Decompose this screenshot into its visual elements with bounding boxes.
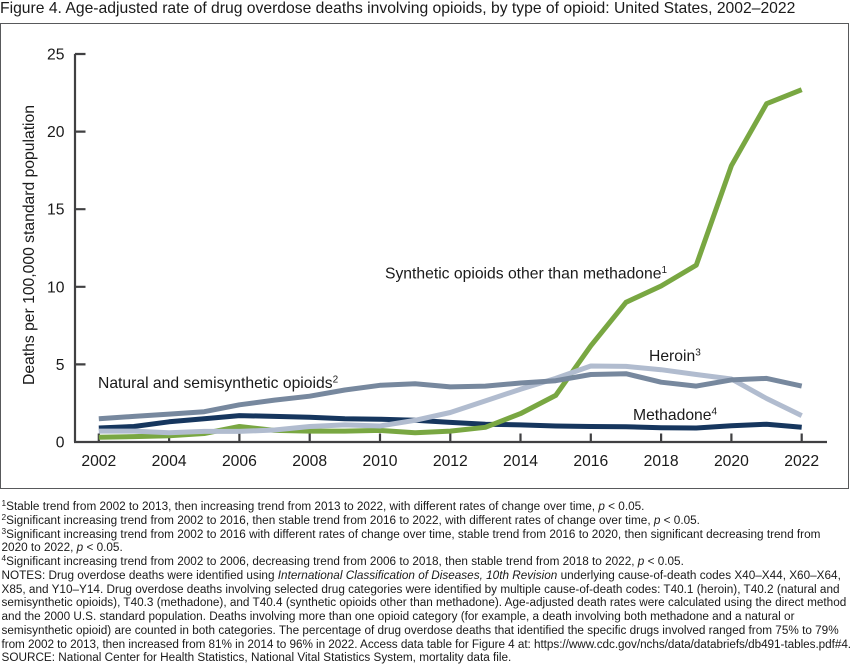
svg-text:Deaths per 100,000 standard po: Deaths per 100,000 standard population: [21, 105, 38, 385]
svg-text:Natural and semisynthetic opio: Natural and semisynthetic opioids2: [98, 374, 339, 392]
svg-text:2022: 2022: [784, 453, 819, 470]
svg-text:Heroin3: Heroin3: [649, 347, 701, 365]
svg-text:2010: 2010: [363, 453, 398, 470]
svg-text:0: 0: [56, 435, 65, 452]
svg-text:2012: 2012: [433, 453, 468, 470]
svg-text:5: 5: [56, 357, 65, 374]
svg-text:2004: 2004: [152, 453, 187, 470]
svg-text:2008: 2008: [292, 453, 327, 470]
svg-text:2002: 2002: [81, 453, 116, 470]
svg-text:10: 10: [47, 279, 65, 296]
svg-text:15: 15: [47, 202, 65, 219]
svg-text:25: 25: [47, 47, 65, 64]
svg-text:Methadone4: Methadone4: [633, 407, 718, 425]
svg-text:2006: 2006: [222, 453, 257, 470]
svg-text:2014: 2014: [503, 453, 538, 470]
svg-text:2016: 2016: [573, 453, 608, 470]
svg-text:Synthetic opioids other than m: Synthetic opioids other than methadone1: [385, 265, 667, 283]
svg-text:20: 20: [47, 124, 65, 141]
svg-text:2020: 2020: [714, 453, 749, 470]
svg-text:2018: 2018: [644, 453, 679, 470]
